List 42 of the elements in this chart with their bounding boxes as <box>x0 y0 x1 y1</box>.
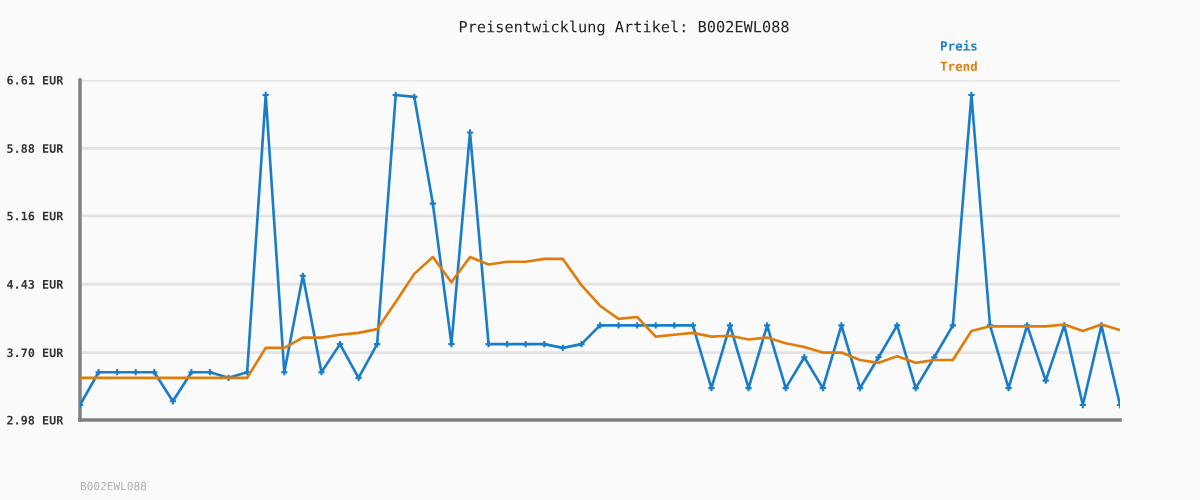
y-tick-label: 2.98 EUR <box>7 415 64 425</box>
text: Trend <box>940 61 977 72</box>
point <box>875 354 882 361</box>
point <box>355 374 362 381</box>
point <box>949 322 956 329</box>
point <box>336 341 344 348</box>
point <box>504 341 511 348</box>
point <box>801 354 808 361</box>
point <box>634 322 641 329</box>
point <box>671 322 678 329</box>
point <box>151 369 158 376</box>
point <box>968 91 975 99</box>
y-tick-label: 5.16 EUR <box>7 211 64 221</box>
point <box>541 341 548 348</box>
point <box>132 369 139 376</box>
point <box>448 341 455 348</box>
point <box>652 322 659 329</box>
y-tick-label: 6.61 EUR <box>7 75 64 85</box>
point <box>95 369 102 376</box>
chart-title: Preisentwicklung Artikel: B002EWL088 <box>459 20 789 36</box>
point <box>206 369 214 376</box>
point <box>262 91 269 99</box>
point <box>299 272 306 279</box>
point <box>689 322 696 329</box>
y-tick-label: 5.88 EUR <box>7 144 64 154</box>
point <box>559 344 566 351</box>
text: Preis <box>941 40 977 51</box>
point <box>485 341 492 348</box>
y-tick-label: 4.43 EUR <box>7 279 64 289</box>
y-tick-label: 3.70 EUR <box>7 348 64 358</box>
point <box>169 398 176 405</box>
point <box>615 322 622 329</box>
point <box>429 200 436 207</box>
point <box>596 322 604 329</box>
text: B002EWL088 <box>80 481 147 491</box>
point <box>578 341 585 348</box>
point <box>411 93 418 100</box>
point <box>188 369 195 376</box>
line-series <box>80 255 1120 380</box>
point <box>374 341 381 348</box>
point <box>114 369 121 376</box>
point <box>522 341 529 348</box>
